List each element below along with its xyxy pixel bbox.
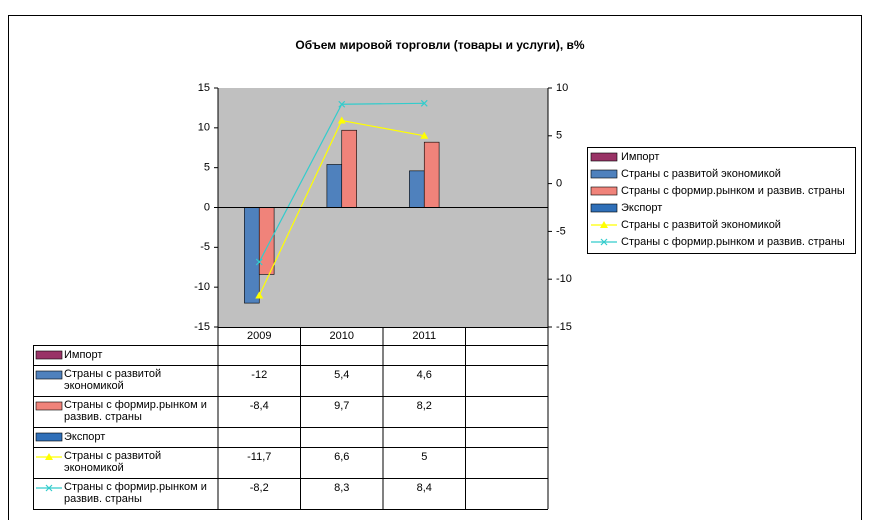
table-value: -11,7 (247, 451, 272, 463)
bar (244, 207, 260, 304)
table-value: -8,2 (249, 482, 269, 494)
chart-title: Объем мировой торговли (товары и услуги)… (295, 38, 585, 52)
bar (423, 141, 440, 208)
bar (326, 164, 343, 208)
legend-label: Экспорт (621, 202, 662, 214)
legend-label: Импорт (621, 151, 659, 163)
y-tick-label: 0 (204, 201, 210, 213)
bar (409, 170, 425, 208)
legend-key-marker (600, 238, 608, 246)
y-tick-label: 10 (198, 122, 210, 134)
legend-key (35, 432, 63, 442)
table-row-label: Страны с формир.рынком и развив. страны (64, 399, 207, 423)
y2-tick-label: 10 (556, 82, 568, 94)
legend-label: Страны с развитой экономикой (621, 219, 781, 231)
point-marker (600, 238, 608, 246)
table-value: 5 (421, 451, 428, 463)
y2-tick-label: -10 (556, 273, 572, 285)
legend-key (590, 169, 618, 179)
legend (587, 147, 856, 254)
y-tick-label: -15 (194, 321, 210, 333)
legend-label: Страны с развитой экономикой (621, 168, 781, 180)
table-header: 2009 (247, 330, 272, 342)
legend-key (35, 350, 63, 360)
y-tick-label: 5 (204, 162, 210, 174)
point-marker (255, 291, 264, 299)
y-tick-label: 15 (198, 82, 210, 94)
table-header: 2010 (329, 330, 354, 342)
point-marker (600, 221, 608, 228)
point-marker (337, 116, 346, 124)
table-row-label: Страны с развитой экономикой (64, 368, 162, 392)
point-marker (45, 484, 53, 492)
legend-key (35, 401, 63, 411)
legend-key (590, 203, 618, 213)
table-value: -8,4 (249, 400, 269, 412)
table-value: 8,2 (416, 400, 432, 412)
legend-key (590, 152, 618, 162)
legend-key-marker (45, 453, 53, 460)
point-marker (338, 100, 346, 108)
y2-tick-label: 0 (556, 178, 562, 190)
table-value: -12 (251, 369, 268, 381)
table-value: 6,6 (334, 451, 350, 463)
point-marker (45, 453, 53, 460)
table-value: 8,3 (334, 482, 350, 494)
table-value: 9,7 (334, 400, 350, 412)
point-marker (255, 258, 263, 266)
y2-tick-label: -15 (556, 321, 572, 333)
table-row-label: Страны с формир.рынком и развив. страны (64, 481, 207, 505)
table-row-label: Импорт (64, 349, 103, 361)
table-row-label: Страны с развитой экономикой (64, 450, 162, 474)
bar (341, 129, 357, 208)
y2-tick-label: 5 (556, 130, 562, 142)
legend-key-marker (45, 484, 53, 492)
y-tick-label: -5 (200, 241, 210, 253)
legend-key (35, 370, 63, 380)
table-row-label: Экспорт (64, 431, 106, 443)
table-value: 4,6 (416, 369, 432, 381)
legend-label: Страны с формир.рынком и развив. страны (621, 185, 845, 197)
table-value: 5,4 (334, 369, 350, 381)
legend-key-marker (600, 221, 608, 228)
y2-tick-label: -5 (556, 225, 566, 237)
table-value: 8,4 (416, 482, 432, 494)
point-marker (420, 131, 429, 139)
legend-label: Страны с формир.рынком и развив. страны (621, 236, 845, 248)
y-tick-label: -10 (194, 281, 210, 293)
table-header: 2011 (412, 330, 437, 342)
point-marker (420, 99, 428, 107)
legend-key (590, 186, 618, 196)
